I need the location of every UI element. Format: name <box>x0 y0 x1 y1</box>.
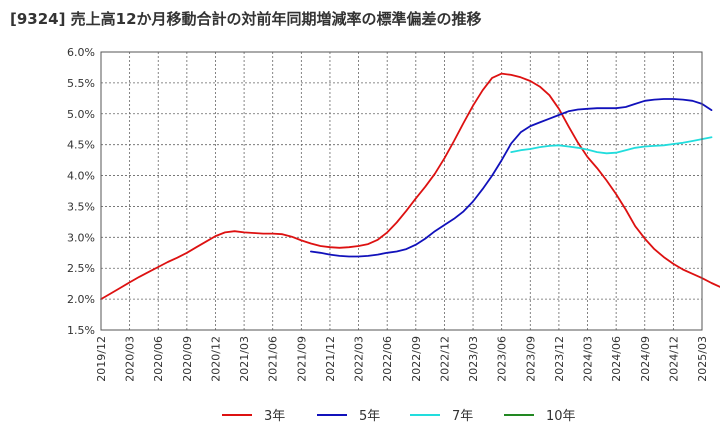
y-tick-label: 2.0% <box>67 293 95 306</box>
y-tick-label: 5.5% <box>67 77 95 90</box>
x-tick-label: 2022/09 <box>410 336 423 382</box>
x-tick-label: 2023/06 <box>496 336 509 382</box>
x-tick-label: 2023/09 <box>524 336 537 382</box>
x-tick-label: 2021/12 <box>324 336 337 382</box>
x-tick-label: 2023/03 <box>467 336 480 382</box>
x-tick-label: 2020/09 <box>181 336 194 382</box>
series-line-3年 <box>100 72 720 300</box>
x-tick-label: 2025/03 <box>696 336 709 382</box>
y-tick-label: 2.5% <box>67 262 95 275</box>
x-tick-label: 2021/03 <box>238 336 251 382</box>
x-tick-label: 2024/12 <box>667 336 680 382</box>
x-tick-label: 2022/12 <box>438 336 451 382</box>
legend: 3年 5年 7年 10年 <box>222 409 576 424</box>
y-tick-label: 5.0% <box>67 108 95 121</box>
y-tick-label: 4.0% <box>67 170 95 183</box>
series-line-5年 <box>310 98 713 258</box>
x-tick-label: 2020/06 <box>152 336 165 382</box>
x-tick-label: 2024/06 <box>610 336 623 382</box>
x-tick-label: 2024/03 <box>582 336 595 382</box>
chart-title: [9324] 売上高12か月移動合計の対前年同期増減率の標準偏差の推移 <box>10 10 482 28</box>
y-axis-ticks: 1.5% 2.0% 2.5% 3.0% 3.5% 4.0% 4.5% 5.0% 5.5% 6.0% <box>67 46 95 337</box>
legend-label: 3年 <box>264 409 285 424</box>
legend-label: 7年 <box>452 409 473 424</box>
x-tick-label: 2023/12 <box>553 336 566 382</box>
x-tick-label: 2024/09 <box>639 336 652 382</box>
x-tick-label: 2021/06 <box>267 336 280 382</box>
y-tick-label: 3.5% <box>67 200 95 213</box>
x-tick-label: 2019/12 <box>95 336 108 382</box>
legend-label: 5年 <box>359 409 380 424</box>
legend-label: 10年 <box>546 409 576 424</box>
x-axis-ticks: 2019/12 2020/03 2020/06 2020/09 2020/12 2021/… <box>95 336 709 382</box>
x-tick-label: 2021/09 <box>295 336 308 382</box>
series-lines <box>100 72 720 300</box>
y-tick-label: 3.0% <box>67 231 95 244</box>
x-tick-label: 2020/03 <box>124 336 137 382</box>
grid-lines <box>100 51 703 331</box>
plot-area-border <box>100 51 703 331</box>
y-tick-label: 6.0% <box>67 46 95 59</box>
y-tick-label: 1.5% <box>67 324 95 337</box>
y-tick-label: 4.5% <box>67 139 95 152</box>
series-line-7年 <box>510 136 713 155</box>
x-tick-label: 2022/06 <box>381 336 394 382</box>
x-tick-label: 2020/12 <box>209 336 222 382</box>
x-tick-label: 2022/03 <box>353 336 366 382</box>
